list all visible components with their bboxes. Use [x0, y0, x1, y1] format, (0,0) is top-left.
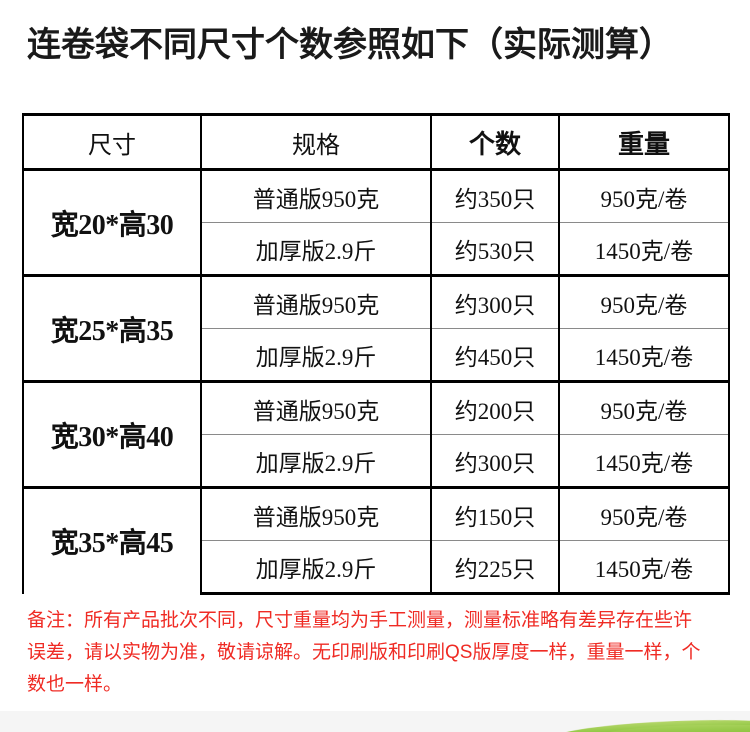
column-header-count: 个数 — [430, 113, 560, 171]
table-row: 宽35*高45 普通版950克 约150只 950克/卷 — [22, 486, 730, 594]
size-group-4: 宽35*高45 普通版950克 约150只 950克/卷 加厚版2.9斤 约22… — [22, 486, 730, 595]
column-header-spec: 规格 — [200, 113, 432, 171]
footnote-note: 备注：所有产品批次不同，尺寸重量均为手工测量，测量标准略有差异存在些许 误差，请… — [27, 605, 727, 701]
column-header-size: 尺寸 — [22, 113, 202, 171]
table-header-row: 尺寸 规格 个数 重量 — [22, 113, 730, 171]
page-title: 连卷袋不同尺寸个数参照如下（实际测算） — [27, 26, 673, 64]
count-value: 约300只 — [430, 434, 560, 488]
weight-value: 1450克/卷 — [558, 222, 730, 276]
size-label: 宽35*高45 — [22, 486, 202, 594]
count-value: 约300只 — [430, 274, 560, 329]
weight-value: 950克/卷 — [558, 274, 730, 329]
column-header-weight: 重量 — [558, 113, 730, 171]
size-label: 宽20*高30 — [22, 168, 202, 276]
spec-value: 普通版950克 — [200, 168, 432, 223]
size-group-2: 宽25*高35 普通版950克 约300只 950克/卷 加厚版2.9斤 约45… — [22, 274, 730, 382]
size-label: 宽30*高40 — [22, 380, 202, 488]
table-row: 宽20*高30 普通版950克 约350只 950克/卷 — [22, 168, 730, 276]
count-value: 约200只 — [430, 380, 560, 435]
table-row: 加厚版2.9斤 约530只 1450克/卷 — [23, 222, 730, 276]
weight-value: 1450克/卷 — [558, 434, 730, 488]
footnote-line-3: 数也一样。 — [27, 674, 123, 695]
spec-value: 加厚版2.9斤 — [200, 328, 432, 382]
count-value: 约225只 — [430, 540, 560, 595]
size-group-1: 宽20*高30 普通版950克 约350只 950克/卷 加厚版2.9斤 约53… — [22, 168, 730, 276]
count-value: 约350只 — [430, 168, 560, 223]
spec-value: 加厚版2.9斤 — [200, 434, 432, 488]
specification-table: 尺寸 规格 个数 重量 宽20*高30 普通版950克 约350只 950克/卷… — [22, 113, 730, 595]
size-group-3: 宽30*高40 普通版950克 约200只 950克/卷 加厚版2.9斤 约30… — [22, 380, 730, 488]
table-row: 加厚版2.9斤 约300只 1450克/卷 — [23, 434, 730, 488]
footnote-line-2: 误差，请以实物为准，敬请谅解。无印刷版和印刷QS版厚度一样，重量一样，个 — [27, 642, 701, 663]
weight-value: 950克/卷 — [558, 380, 730, 435]
spec-value: 普通版950克 — [200, 486, 432, 541]
table-row: 宽25*高35 普通版950克 约300只 950克/卷 — [22, 274, 730, 382]
weight-value: 1450克/卷 — [558, 328, 730, 382]
spec-value: 加厚版2.9斤 — [200, 540, 432, 595]
weight-value: 1450克/卷 — [558, 540, 730, 595]
table-row: 加厚版2.9斤 约450只 1450克/卷 — [23, 328, 730, 382]
spec-value: 加厚版2.9斤 — [200, 222, 432, 276]
table-row: 宽30*高40 普通版950克 约200只 950克/卷 — [22, 380, 730, 488]
count-value: 约530只 — [430, 222, 560, 276]
count-value: 约150只 — [430, 486, 560, 541]
spec-value: 普通版950克 — [200, 380, 432, 435]
bottom-decorative-band — [0, 711, 750, 732]
footnote-line-1: 备注：所有产品批次不同，尺寸重量均为手工测量，测量标准略有差异存在些许 — [27, 610, 693, 631]
count-value: 约450只 — [430, 328, 560, 382]
spec-value: 普通版950克 — [200, 274, 432, 329]
weight-value: 950克/卷 — [558, 168, 730, 223]
weight-value: 950克/卷 — [558, 486, 730, 541]
size-label: 宽25*高35 — [22, 274, 202, 382]
table-row: 加厚版2.9斤 约225只 1450克/卷 — [23, 540, 730, 595]
